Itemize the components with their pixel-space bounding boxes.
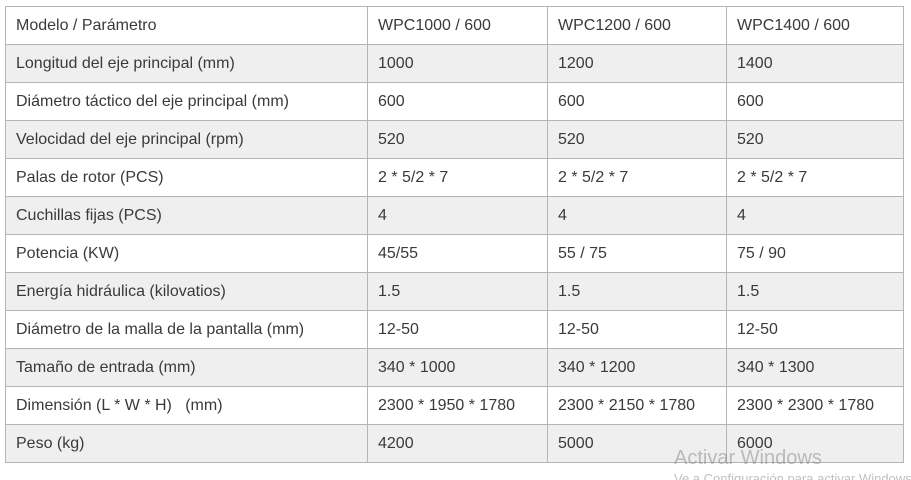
table-cell: 600 bbox=[726, 82, 904, 121]
table-cell: Peso (kg) bbox=[5, 424, 368, 463]
table-row: Diámetro táctico del eje principal (mm) 6… bbox=[5, 82, 904, 121]
table-cell: WPC1000 / 600 bbox=[367, 6, 548, 45]
table-cell: 6000 bbox=[726, 424, 904, 463]
watermark-subtitle: Ve a Configuración para activar Windows. bbox=[674, 471, 911, 480]
table-cell: 1.5 bbox=[367, 272, 548, 311]
table-cell: Potencia (KW) bbox=[5, 234, 368, 273]
table-row: Dimensión (L * W * H) (mm) 2300 * 1950 * … bbox=[5, 386, 904, 425]
table-row: Modelo / Parámetro WPC1000 / 600 WPC1200 /… bbox=[5, 6, 904, 45]
table-cell: Diámetro táctico del eje principal (mm) bbox=[5, 82, 368, 121]
table-cell: 340 * 1300 bbox=[726, 348, 904, 387]
table-row: Tamaño de entrada (mm) 340 * 1000 340 * 12… bbox=[5, 348, 904, 387]
table-row: Energía hidráulica (kilovatios) 1.5 1.5 1.5 bbox=[5, 272, 904, 311]
table-cell: 12-50 bbox=[547, 310, 727, 349]
table-cell: 45/55 bbox=[367, 234, 548, 273]
watermark-title: Activar Windows bbox=[674, 447, 822, 469]
table-cell: Energía hidráulica (kilovatios) bbox=[5, 272, 368, 311]
table-cell: WPC1400 / 600 bbox=[726, 6, 904, 45]
table-cell: 4 bbox=[726, 196, 904, 235]
table-cell: 2 * 5/2 * 7 bbox=[726, 158, 904, 197]
table-cell: Diámetro de la malla de la pantalla (mm) bbox=[5, 310, 368, 349]
table-cell: Longitud del eje principal (mm) bbox=[5, 44, 368, 83]
table-row: Potencia (KW) 45/55 55 / 75 75 / 90 bbox=[5, 234, 904, 273]
table-cell: 2300 * 1950 * 1780 bbox=[367, 386, 548, 425]
table-cell: 520 bbox=[547, 120, 727, 159]
table-cell: Palas de rotor (PCS) bbox=[5, 158, 368, 197]
table-cell: 12-50 bbox=[367, 310, 548, 349]
table-cell: Velocidad del eje principal (rpm) bbox=[5, 120, 368, 159]
table-cell: 2300 * 2300 * 1780 bbox=[726, 386, 904, 425]
table-cell: 4200 bbox=[367, 424, 548, 463]
table-cell: 340 * 1000 bbox=[367, 348, 548, 387]
table-row: Velocidad del eje principal (rpm) 520 520 5… bbox=[5, 120, 904, 159]
table-row: Longitud del eje principal (mm) 1000 1200 1… bbox=[5, 44, 904, 83]
table-cell: 4 bbox=[367, 196, 548, 235]
table-cell: 340 * 1200 bbox=[547, 348, 727, 387]
table-cell: 5000 bbox=[547, 424, 727, 463]
table-cell: 1400 bbox=[726, 44, 904, 83]
table-cell: 4 bbox=[547, 196, 727, 235]
table-cell: 75 / 90 bbox=[726, 234, 904, 273]
table-cell: Tamaño de entrada (mm) bbox=[5, 348, 368, 387]
table-cell: 2 * 5/2 * 7 bbox=[547, 158, 727, 197]
table-cell: WPC1200 / 600 bbox=[547, 6, 727, 45]
table-cell: Modelo / Parámetro bbox=[5, 6, 368, 45]
table-cell: 1.5 bbox=[726, 272, 904, 311]
table-cell: 520 bbox=[726, 120, 904, 159]
table-cell: 55 / 75 bbox=[547, 234, 727, 273]
table-cell: Dimensión (L * W * H) (mm) bbox=[5, 386, 368, 425]
table-cell: 600 bbox=[367, 82, 548, 121]
table-body: Modelo / Parámetro WPC1000 / 600 WPC1200 /… bbox=[5, 6, 904, 463]
table-cell: 1200 bbox=[547, 44, 727, 83]
spec-table: Modelo / Parámetro WPC1000 / 600 WPC1200 /… bbox=[5, 6, 904, 463]
table-row: Peso (kg) 4200 5000 6000 bbox=[5, 424, 904, 463]
table-cell: 2300 * 2150 * 1780 bbox=[547, 386, 727, 425]
table-row: Diámetro de la malla de la pantalla (mm)… bbox=[5, 310, 904, 349]
table-cell: 12-50 bbox=[726, 310, 904, 349]
table-cell: 1.5 bbox=[547, 272, 727, 311]
table-cell: 600 bbox=[547, 82, 727, 121]
table-cell: Cuchillas fijas (PCS) bbox=[5, 196, 368, 235]
table-cell: 520 bbox=[367, 120, 548, 159]
table-cell: 2 * 5/2 * 7 bbox=[367, 158, 548, 197]
table-row: Cuchillas fijas (PCS) 4 4 4 bbox=[5, 196, 904, 235]
table-cell: 1000 bbox=[367, 44, 548, 83]
